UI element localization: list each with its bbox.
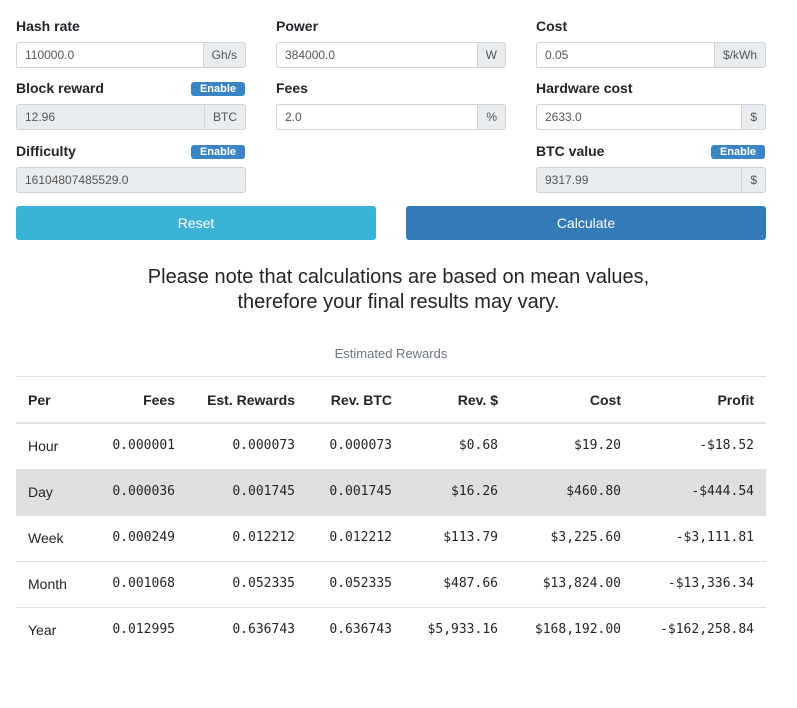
- input-field[interactable]: 384000.0 W: [276, 42, 506, 68]
- column-header: Profit: [717, 392, 754, 408]
- table-cell: 0.001745: [329, 484, 392, 499]
- input-field[interactable]: 2.0%: [276, 104, 506, 130]
- row-highlight: [16, 469, 766, 515]
- header-line: [16, 422, 766, 424]
- table-cell: Year: [28, 622, 57, 638]
- input-unit: $: [741, 105, 765, 129]
- table-cell: 0.000036: [112, 484, 175, 499]
- note-text: therefore your final results may vary.: [237, 291, 560, 313]
- column-header: Fees: [143, 392, 175, 408]
- table-cell: Month: [28, 576, 67, 592]
- input-value: 384000.0: [285, 48, 336, 62]
- input-field[interactable]: 0.05 $/kWh: [536, 42, 766, 68]
- table-cell: 0.001068: [112, 576, 175, 591]
- input-field[interactable]: 16104807485529.0: [16, 167, 246, 193]
- table-cell: 0.636743: [329, 622, 392, 637]
- table-cell: $5,933.16: [427, 622, 498, 637]
- table-cell: -$13,336.34: [667, 576, 754, 591]
- input-field[interactable]: 110000.0 Gh/s: [16, 42, 246, 68]
- field-label: Power: [276, 18, 319, 34]
- table-cell: 0.012212: [329, 530, 392, 545]
- input-unit: %: [477, 105, 505, 129]
- table-cell: 0.052335: [232, 576, 295, 591]
- enable-badge[interactable]: Enable: [191, 82, 245, 96]
- table-cell: Day: [28, 484, 53, 500]
- table-cell: $0.68: [458, 438, 498, 453]
- input-field[interactable]: 2633.0 $: [536, 104, 766, 130]
- table-cell: 0.000073: [329, 438, 392, 453]
- table-cell: $460.80: [566, 484, 621, 499]
- input-field[interactable]: 12.96 BTC: [16, 104, 246, 130]
- input-value: 2633.0: [545, 110, 582, 124]
- input-unit: Gh/s: [202, 43, 245, 67]
- row-line: [16, 469, 766, 470]
- table-cell: 0.636743: [232, 622, 295, 637]
- table-cell: Hour: [28, 438, 59, 454]
- table-caption: Estimated Rewards: [334, 346, 448, 361]
- table-cell: $487.66: [443, 576, 498, 591]
- note-text: Please note that calculations are based …: [147, 266, 650, 288]
- input-value: 110000.0: [25, 48, 75, 62]
- table-cell: $13,824.00: [542, 576, 621, 591]
- table-cell: -$18.52: [699, 438, 754, 453]
- input-value: 2.0: [285, 110, 302, 124]
- input-unit: $/kWh: [713, 43, 765, 67]
- column-header: Rev. $: [457, 392, 498, 408]
- table-cell: -$3,111.81: [675, 530, 754, 545]
- table-cell: $113.79: [443, 530, 498, 545]
- input-field[interactable]: 9317.99 $: [536, 167, 766, 193]
- enable-badge[interactable]: Enable: [711, 145, 765, 159]
- input-value: 0.05: [545, 48, 569, 62]
- field-label: Hash rate: [16, 18, 80, 34]
- row-line: [16, 607, 766, 608]
- calculate-button[interactable]: Calculate: [406, 206, 766, 240]
- column-header: Est. Rewards: [207, 392, 295, 408]
- table-cell: -$162,258.84: [660, 622, 754, 637]
- table-cell: 0.000073: [232, 438, 295, 453]
- table-cell: $19.20: [574, 438, 621, 453]
- table-cell: 0.052335: [329, 576, 392, 591]
- table-top-line: [16, 376, 766, 377]
- table-cell: 0.012212: [232, 530, 295, 545]
- field-label: Cost: [536, 18, 568, 34]
- input-value: 16104807485529.0: [25, 173, 129, 187]
- table-cell: -$444.54: [691, 484, 754, 499]
- input-unit: $: [741, 168, 765, 192]
- table-cell: 0.012995: [112, 622, 175, 637]
- input-unit: BTC: [204, 105, 245, 129]
- field-label: Difficulty: [16, 143, 76, 159]
- enable-badge[interactable]: Enable: [191, 145, 245, 159]
- field-label: Block reward: [16, 80, 104, 96]
- field-label: Hardware cost: [536, 80, 633, 96]
- input-value: 9317.99: [545, 173, 589, 187]
- row-line: [16, 515, 766, 516]
- field-label: BTC value: [536, 143, 605, 159]
- column-header: Rev. BTC: [330, 392, 392, 408]
- table-cell: $16.26: [451, 484, 498, 499]
- table-cell: Week: [28, 530, 64, 546]
- table-cell: 0.000001: [112, 438, 175, 453]
- table-cell: $168,192.00: [534, 622, 621, 637]
- input-value: 12.96: [25, 110, 56, 124]
- table-cell: 0.001745: [232, 484, 295, 499]
- column-header: Per: [28, 392, 51, 408]
- input-unit: W: [476, 43, 505, 67]
- reset-button[interactable]: Reset: [16, 206, 376, 240]
- table-cell: 0.000249: [112, 530, 175, 545]
- row-line: [16, 561, 766, 562]
- field-label: Fees: [276, 80, 308, 96]
- column-header: Cost: [589, 392, 621, 408]
- table-cell: $3,225.60: [550, 530, 621, 545]
